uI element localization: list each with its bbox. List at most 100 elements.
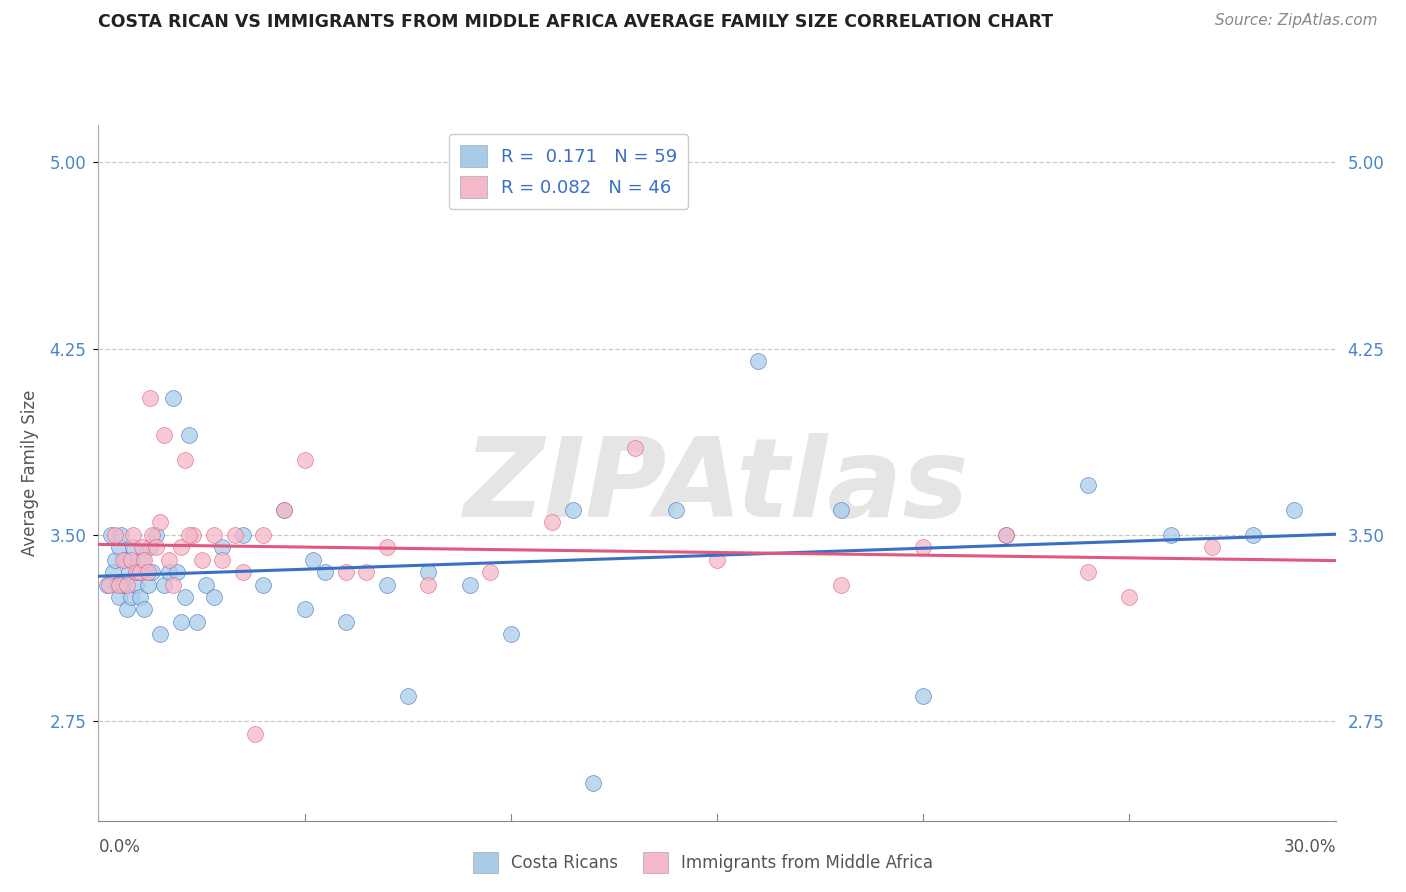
Text: COSTA RICAN VS IMMIGRANTS FROM MIDDLE AFRICA AVERAGE FAMILY SIZE CORRELATION CHA: COSTA RICAN VS IMMIGRANTS FROM MIDDLE AF… [98,13,1053,31]
Point [190,552,212,567]
Point [124,565,146,579]
Point [314,565,336,579]
Point [135,565,157,579]
Point [541,516,564,530]
Point [153,428,176,442]
Point [131,552,153,567]
Point [112,552,135,567]
Point [157,565,180,579]
Point [136,577,159,591]
Point [252,577,274,591]
Point [141,565,163,579]
Point [252,528,274,542]
Point [128,565,150,579]
Point [149,516,172,530]
Point [396,690,419,704]
Point [830,577,852,591]
Point [136,565,159,579]
Point [179,528,201,542]
Point [101,565,124,579]
Point [1118,590,1140,604]
Point [582,776,605,790]
Point [132,602,155,616]
Point [335,565,357,579]
Point [117,602,139,616]
Point [162,577,184,591]
Point [499,627,522,641]
Point [174,453,197,467]
Point [139,391,162,405]
Point [665,503,688,517]
Point [149,627,172,641]
Point [294,453,316,467]
Point [170,615,193,629]
Point [179,428,201,442]
Point [375,541,398,555]
Point [1241,528,1264,542]
Point [181,528,204,542]
Point [112,577,135,591]
Point [118,565,141,579]
Legend: Costa Ricans, Immigrants from Middle Africa: Costa Ricans, Immigrants from Middle Afr… [465,846,941,880]
Point [375,577,398,591]
Point [194,577,217,591]
Point [108,577,131,591]
Point [994,528,1017,542]
Point [706,552,728,567]
Point [186,615,208,629]
Point [128,590,150,604]
Point [104,552,127,567]
Point [122,528,145,542]
Point [335,615,357,629]
Point [162,391,184,405]
Point [166,565,188,579]
Point [108,590,131,604]
Point [747,354,769,368]
Point [170,541,193,555]
Point [561,503,583,517]
Point [224,528,246,542]
Point [153,577,176,591]
Point [418,577,440,591]
Point [174,590,197,604]
Point [232,528,254,542]
Point [1284,503,1306,517]
Point [211,541,233,555]
Point [273,503,295,517]
Point [97,577,120,591]
Point [994,528,1017,542]
Point [912,541,935,555]
Point [294,602,316,616]
Point [104,528,127,542]
Point [131,541,153,555]
Point [202,528,225,542]
Point [145,528,167,542]
Point [132,552,155,567]
Point [1077,478,1099,492]
Point [100,528,122,542]
Point [124,577,146,591]
Point [273,503,295,517]
Text: Source: ZipAtlas.com: Source: ZipAtlas.com [1215,13,1378,29]
Point [117,577,139,591]
Point [830,503,852,517]
Point [122,541,145,555]
Point [145,541,167,555]
Point [120,590,142,604]
Point [202,590,225,604]
Point [1077,565,1099,579]
Point [127,565,149,579]
Point [458,577,481,591]
Point [211,552,233,567]
Point [1201,541,1223,555]
Point [105,577,128,591]
Point [108,541,131,555]
Point [96,577,118,591]
Point [623,441,645,455]
Point [243,726,266,740]
Point [479,565,502,579]
Point [157,552,180,567]
Y-axis label: Average Family Size: Average Family Size [21,390,38,556]
Point [139,541,162,555]
Point [120,552,142,567]
